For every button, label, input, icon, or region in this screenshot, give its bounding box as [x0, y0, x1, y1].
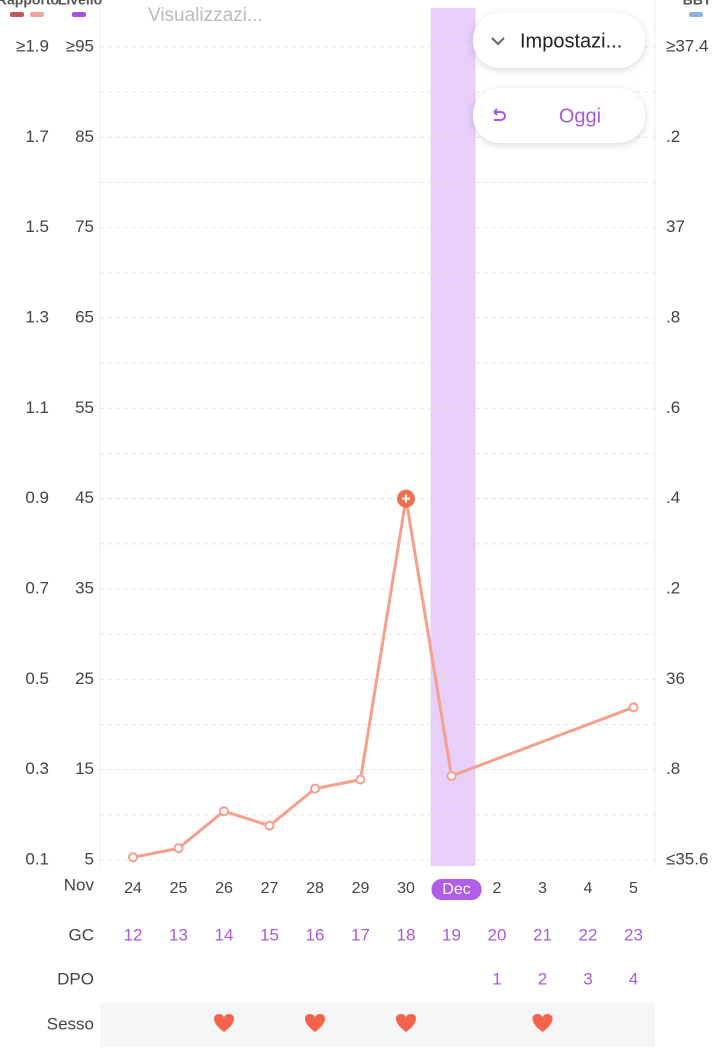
bbt-tick-label: 37: [666, 217, 685, 236]
livello-tick-label: 5: [85, 849, 94, 868]
point-marker: [446, 770, 457, 781]
heart: [213, 1014, 235, 1032]
x-tick-label: 27: [261, 880, 279, 897]
today-button[interactable]: Oggi: [473, 88, 645, 143]
bbt-tick-label: .8: [666, 307, 680, 326]
point-marker: [264, 820, 275, 831]
row-value: 12: [124, 925, 143, 944]
legend-label: Rapporto: [0, 0, 59, 8]
bbt-tick-label: .8: [666, 759, 680, 778]
highlight-pill: [431, 879, 482, 900]
series-line: [132, 497, 635, 859]
bbt-tick-label: ≥37.4: [666, 36, 708, 55]
bbt-tick-label: .2: [666, 127, 680, 146]
point-marker: [628, 702, 639, 713]
legend-swatch: [689, 12, 703, 17]
row-value: 14: [215, 925, 234, 944]
sesso-row-bg: [100, 1003, 655, 1047]
bbt-tick-label: .6: [666, 398, 680, 417]
row-value: 1: [492, 969, 501, 988]
x-tick-label: 29: [352, 880, 370, 897]
x-tick-label: Dec: [442, 881, 470, 898]
chevron: [491, 37, 505, 46]
livello-tick-label: 65: [75, 307, 94, 326]
today-label[interactable]: Oggi: [559, 105, 601, 127]
ratio-tick-label: 0.3: [25, 759, 49, 778]
x-tick-label: 4: [584, 880, 593, 897]
row-label: DPO: [57, 969, 94, 988]
heart: [304, 1014, 326, 1032]
livello-tick-label: 25: [75, 669, 94, 688]
row-value: 23: [624, 925, 643, 944]
livello-tick-label: 15: [75, 759, 94, 778]
legend-label: BBT: [683, 0, 712, 8]
peak-plus: [402, 494, 410, 503]
heart: [532, 1014, 553, 1032]
highlight-band: [430, 8, 476, 866]
ratio-tick-label: ≥1.9: [16, 36, 49, 55]
row-label: Sesso: [47, 1014, 94, 1033]
x-tick-label: 26: [215, 880, 233, 897]
row-value: 18: [397, 925, 416, 944]
today-card[interactable]: [473, 88, 645, 143]
x-tick-label: 2: [493, 880, 502, 897]
ratio-tick-label: 0.7: [25, 578, 49, 597]
x-tick-label: 30: [397, 880, 415, 897]
row-value: 20: [488, 925, 507, 944]
point-marker: [355, 774, 366, 785]
legend-label: Livello: [58, 0, 102, 8]
row-value: 3: [583, 969, 592, 988]
x-tick-label: 5: [629, 880, 638, 897]
x-tick-label: 24: [124, 880, 142, 897]
point-marker: [219, 806, 229, 817]
livello-tick-label: 55: [75, 398, 94, 417]
ratio-tick-label: 0.1: [25, 849, 49, 868]
legend-swatch: [10, 12, 24, 17]
settings-card[interactable]: [473, 13, 645, 68]
point-marker: [173, 843, 184, 854]
row-value: 19: [442, 925, 461, 944]
livello-tick-label: ≥95: [66, 36, 94, 55]
ratio-tick-label: 1.5: [25, 217, 49, 236]
settings-button[interactable]: Impostazi...: [473, 13, 645, 68]
undo-icon: [493, 108, 506, 121]
row-value: 2: [538, 969, 547, 988]
chart-title: Visualizzazi...: [148, 5, 263, 26]
row-value: 21: [533, 925, 552, 944]
legend-swatch: [72, 12, 86, 17]
bbt-tick-label: .2: [666, 578, 680, 597]
livello-tick-label: 35: [75, 578, 94, 597]
ratio-tick-label: 0.5: [25, 669, 49, 688]
month-label: Nov: [64, 875, 95, 894]
x-tick-label: 28: [306, 880, 324, 897]
row-label: GC: [69, 925, 95, 944]
row-value: 15: [260, 925, 279, 944]
ratio-tick-label: 1.7: [25, 127, 49, 146]
bbt-tick-label: .4: [666, 488, 680, 507]
legend-swatch: [30, 12, 44, 17]
ratio-tick-label: 0.9: [25, 488, 49, 507]
x-tick-label: 25: [170, 880, 188, 897]
x-tick-label: 3: [538, 880, 547, 897]
ratio-tick-label: 1.3: [25, 307, 49, 326]
livello-tick-label: 75: [75, 217, 94, 236]
livello-tick-label: 45: [75, 488, 94, 507]
row-value: 22: [579, 925, 598, 944]
row-value: 13: [169, 925, 188, 944]
row-value: 4: [629, 969, 638, 988]
row-value: 16: [306, 925, 325, 944]
ratio-tick-label: 1.1: [25, 398, 49, 417]
point-marker: [128, 852, 138, 863]
livello-tick-label: 85: [75, 127, 94, 146]
row-value: 17: [351, 925, 370, 944]
bbt-tick-label: ≤35.6: [666, 849, 708, 868]
bbt-tick-label: 36: [666, 669, 685, 688]
heart: [395, 1014, 417, 1032]
point-marker: [310, 783, 320, 794]
settings-label[interactable]: Impostazi...: [520, 30, 622, 52]
